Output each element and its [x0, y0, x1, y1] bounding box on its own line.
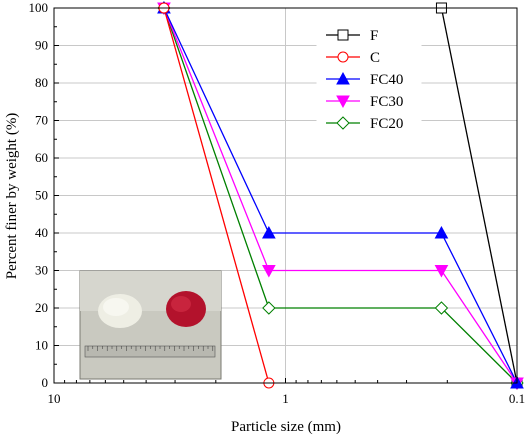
- y-tick-label: 100: [29, 0, 49, 15]
- legend-label-c: C: [370, 50, 380, 66]
- data-point-fc40: [434, 225, 449, 239]
- data-point-fc30: [434, 265, 449, 278]
- legend-marker-fc40: [336, 71, 350, 85]
- y-tick-label: 20: [35, 300, 48, 315]
- legend-marker-fc20: [336, 116, 350, 130]
- legend: FC FC40 FC30 FC20: [316, 21, 422, 137]
- y-tick-label: 30: [35, 263, 48, 278]
- data-point-fc20: [262, 301, 276, 315]
- x-tick-label: 0.1: [509, 391, 525, 406]
- y-tick-label: 80: [35, 75, 48, 90]
- data-point-fc30: [262, 265, 276, 278]
- sample-photo: [79, 270, 222, 380]
- plot-frame: [53, 7, 518, 384]
- legend-box: [316, 21, 422, 137]
- y-tick-label: 50: [35, 188, 48, 203]
- y-tick-label: 60: [35, 150, 48, 165]
- y-tick-label: 0: [42, 375, 49, 390]
- legend-label-fc20: FC20: [370, 116, 403, 132]
- series-layer: [157, 0, 524, 391]
- legend-label-fc30: FC30: [370, 94, 403, 110]
- data-point-fc40: [262, 225, 276, 239]
- y-tick-label: 40: [35, 225, 48, 240]
- series-line-fc30: [163, 7, 518, 384]
- legend-marker-c: [337, 51, 349, 63]
- x-tick-label: 10: [48, 391, 61, 406]
- y-tick-label: 70: [35, 113, 48, 128]
- x-axis-title: Particle size (mm): [231, 419, 341, 435]
- legend-marker-fc30: [336, 95, 350, 109]
- data-point-fc20: [434, 301, 449, 315]
- legend-marker-f: [337, 29, 349, 41]
- ruler-ticks: [87, 346, 214, 351]
- x-tick-label: 1: [282, 391, 289, 406]
- series-line-fc20: [163, 7, 518, 384]
- legend-label-f: F: [370, 28, 378, 44]
- y-axis-title: Percent finer by weight (%): [4, 113, 20, 280]
- y-tick-label: 10: [35, 338, 48, 353]
- y-tick-label: 90: [35, 38, 48, 53]
- legend-label-fc40: FC40: [370, 72, 403, 88]
- series-line-fc40: [163, 7, 518, 384]
- series-line-f: [440, 7, 518, 384]
- series-line-c: [163, 7, 270, 384]
- ruler: [84, 345, 216, 358]
